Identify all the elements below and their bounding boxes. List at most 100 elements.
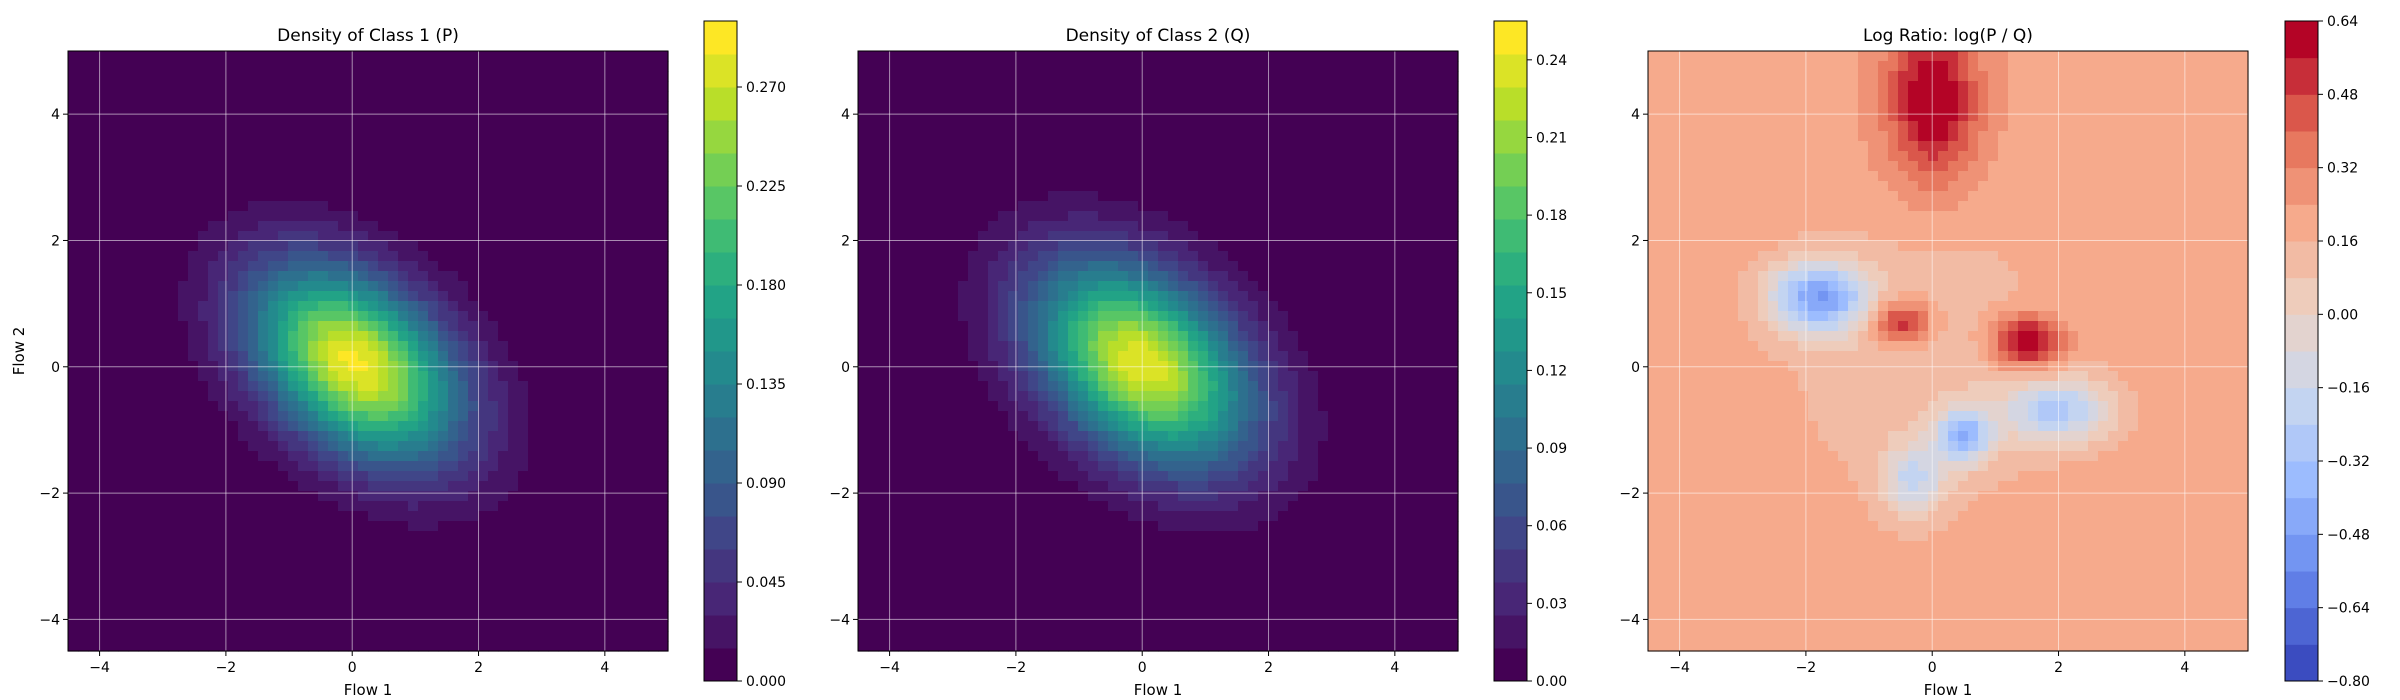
heatmap-cell <box>948 401 959 412</box>
heatmap-cell <box>248 461 259 472</box>
heatmap-cell <box>178 421 189 432</box>
heatmap-cell <box>458 641 469 652</box>
heatmap-cell <box>448 551 459 562</box>
heatmap-cell <box>578 111 589 122</box>
heatmap-cell <box>488 301 499 312</box>
heatmap-cell <box>868 491 879 502</box>
heatmap-cell <box>368 571 379 582</box>
heatmap-cell <box>478 381 489 392</box>
heatmap-cell <box>78 581 89 592</box>
heatmap-cell <box>368 611 379 622</box>
heatmap-cell <box>208 471 219 482</box>
heatmap-cell <box>938 431 949 442</box>
heatmap-cell <box>498 181 509 192</box>
heatmap-cell <box>308 191 319 202</box>
heatmap-cell <box>588 511 599 522</box>
heatmap-cell <box>138 591 149 602</box>
heatmap-cell <box>898 431 909 442</box>
heatmap-cell <box>858 631 869 642</box>
heatmap-cell <box>488 401 499 412</box>
heatmap-cell <box>1048 51 1059 62</box>
heatmap-cell <box>948 151 959 162</box>
heatmap-cell <box>338 501 349 512</box>
heatmap-cell <box>538 481 549 492</box>
heatmap-cell <box>608 291 619 302</box>
heatmap-cell <box>318 331 329 342</box>
heatmap-cell <box>438 481 449 492</box>
heatmap-cell <box>198 251 209 262</box>
heatmap-cell <box>528 571 539 582</box>
heatmap-cell <box>628 81 639 92</box>
heatmap-cell <box>1008 131 1019 142</box>
heatmap-cell <box>308 91 319 102</box>
heatmap-cell <box>658 491 669 502</box>
heatmap-cell <box>178 411 189 422</box>
heatmap-cell <box>68 461 79 472</box>
heatmap-cell <box>648 331 659 342</box>
heatmap-cell <box>618 231 629 242</box>
heatmap-cell <box>358 241 369 252</box>
heatmap-cell <box>328 641 339 652</box>
heatmap-cell <box>918 101 929 112</box>
heatmap-cell <box>118 201 129 212</box>
heatmap-cell <box>78 571 89 582</box>
heatmap-cell <box>418 301 429 312</box>
heatmap-cell <box>278 581 289 592</box>
heatmap-cell <box>148 181 159 192</box>
heatmap-cell <box>368 621 379 632</box>
heatmap-cell <box>318 491 329 502</box>
heatmap-cell <box>948 291 959 302</box>
heatmap-cell <box>938 281 949 292</box>
heatmap-cell <box>418 481 429 492</box>
heatmap-cell <box>908 381 919 392</box>
heatmap-cell <box>248 161 259 172</box>
heatmap-cell <box>508 281 519 292</box>
heatmap-cell <box>658 621 669 632</box>
heatmap-cell <box>638 81 649 92</box>
heatmap-cell <box>1028 471 1039 482</box>
heatmap-cell <box>888 81 899 92</box>
heatmap-cell <box>858 481 869 492</box>
heatmap-cell <box>1008 401 1019 412</box>
heatmap-cell <box>438 631 449 642</box>
heatmap-cell <box>428 111 439 122</box>
heatmap-cell <box>388 161 399 172</box>
heatmap-cell <box>888 291 899 302</box>
heatmap-cell <box>148 571 159 582</box>
heatmap-cell <box>198 101 209 112</box>
heatmap-cell <box>968 431 979 442</box>
heatmap-cell <box>988 301 999 312</box>
heatmap-cell <box>238 221 249 232</box>
heatmap-cell <box>438 131 449 142</box>
heatmap-cell <box>98 191 109 202</box>
heatmap-cell <box>528 141 539 152</box>
heatmap-cell <box>288 251 299 262</box>
heatmap-cell <box>518 271 529 282</box>
heatmap-cell <box>988 441 999 452</box>
heatmap-cell <box>998 411 1009 422</box>
heatmap-cell <box>998 331 1009 342</box>
heatmap-cell <box>358 191 369 202</box>
heatmap-cell <box>918 381 929 392</box>
heatmap-cell <box>978 171 989 182</box>
heatmap-cell <box>648 551 659 562</box>
heatmap-cell <box>228 391 239 402</box>
heatmap-cell <box>318 601 329 612</box>
heatmap-cell <box>898 261 909 272</box>
heatmap-cell <box>98 151 109 162</box>
heatmap-cell <box>468 631 479 642</box>
heatmap-cell <box>198 81 209 92</box>
heatmap-cell <box>1078 81 1089 92</box>
heatmap-cell <box>168 281 179 292</box>
heatmap-cell <box>258 271 269 282</box>
heatmap-cell <box>288 301 299 312</box>
heatmap-cell <box>538 201 549 212</box>
heatmap-cell <box>958 341 969 352</box>
heatmap-cell <box>598 531 609 542</box>
heatmap-cell <box>538 601 549 612</box>
heatmap-cells <box>858 51 1459 652</box>
heatmap-cell <box>558 301 569 312</box>
heatmap-cell <box>128 111 139 122</box>
heatmap-cell <box>868 371 879 382</box>
heatmap-cell <box>338 211 349 222</box>
